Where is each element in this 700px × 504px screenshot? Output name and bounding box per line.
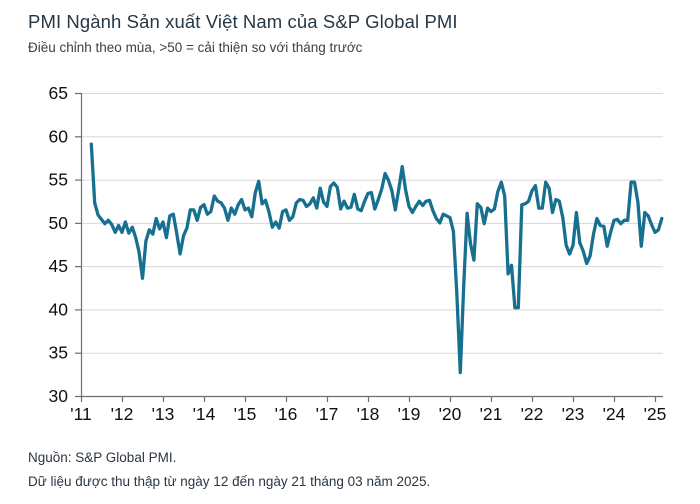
svg-text:'17: '17	[316, 404, 339, 424]
svg-text:40: 40	[49, 299, 69, 319]
svg-text:35: 35	[49, 343, 68, 363]
y-tick-labels: 30 35 40 45 50 55 60 65	[49, 83, 69, 406]
svg-text:'14: '14	[193, 404, 216, 424]
svg-text:'19: '19	[398, 404, 421, 424]
gridlines	[81, 93, 663, 397]
collection-note: Dữ liệu được thu thập từ ngày 12 đến ngà…	[28, 474, 431, 489]
svg-text:45: 45	[49, 256, 68, 276]
svg-text:'15: '15	[234, 404, 257, 424]
svg-text:'18: '18	[357, 404, 380, 424]
svg-text:65: 65	[49, 83, 68, 103]
pmi-series-line	[89, 142, 664, 375]
svg-text:'21: '21	[480, 404, 503, 424]
svg-text:55: 55	[49, 170, 68, 190]
svg-text:'23: '23	[562, 404, 585, 424]
svg-text:50: 50	[49, 213, 69, 233]
svg-text:60: 60	[49, 126, 69, 146]
svg-text:30: 30	[49, 386, 69, 406]
chart-subtitle: Điều chỉnh theo mùa, >50 = cải thiện so …	[28, 40, 363, 55]
chart-title: PMI Ngành Sản xuất Việt Nam của S&P Glob…	[28, 11, 458, 32]
svg-text:'24: '24	[603, 404, 626, 424]
svg-text:'22: '22	[521, 404, 544, 424]
svg-text:'12: '12	[111, 404, 134, 424]
svg-text:'11: '11	[70, 404, 92, 424]
x-tick-labels: '11 '12 '13 '14 '15 '16 '17 '18 '19 '20 '21 '22 '23 '…	[70, 404, 666, 424]
svg-text:'20: '20	[439, 404, 462, 424]
svg-text:'25: '25	[644, 404, 667, 424]
svg-text:'16: '16	[275, 404, 298, 424]
source-note: Nguồn: S&P Global PMI.	[28, 450, 177, 465]
svg-text:'13: '13	[152, 404, 175, 424]
axes	[75, 92, 663, 402]
